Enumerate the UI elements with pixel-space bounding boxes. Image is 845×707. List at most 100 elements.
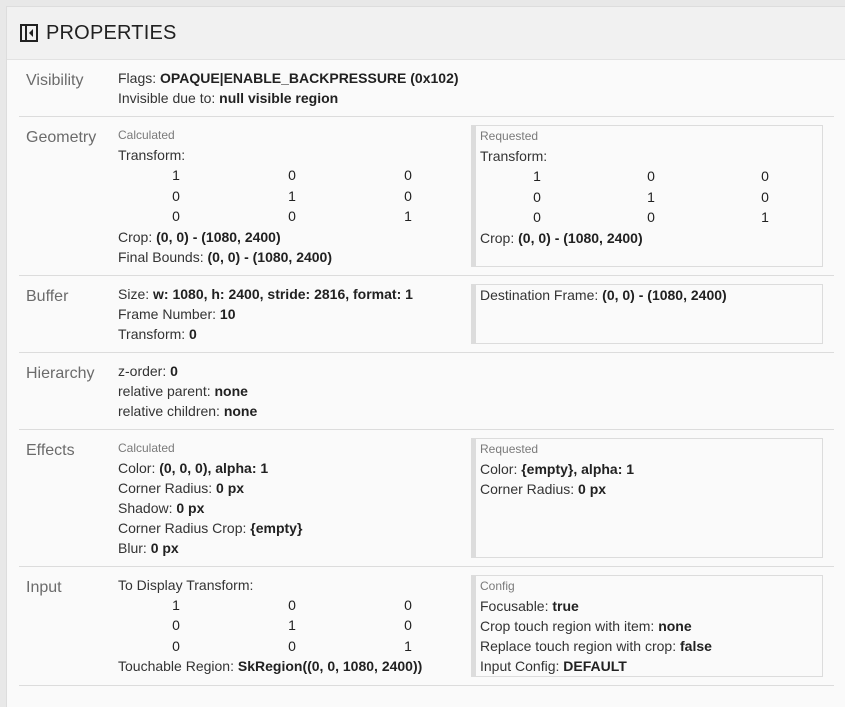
property-key: Corner Radius Crop: xyxy=(118,519,251,536)
property-value: 0 px xyxy=(216,479,245,496)
property-key: Destination Frame: xyxy=(480,286,603,303)
matrix-cell: 0 xyxy=(172,208,180,224)
matrix-row: 0 1 0 xyxy=(118,186,471,207)
property-line: Frame Number: 10 xyxy=(118,304,471,324)
section-input-card: Config Focusable: true Crop touch region w… xyxy=(471,574,823,677)
property-line: relative parent: none xyxy=(118,381,471,401)
property-line: Crop touch region with item: none xyxy=(480,616,822,636)
property-value: false xyxy=(680,637,712,654)
panel-title: PROPERTIES xyxy=(46,21,177,44)
section-label: Effects xyxy=(26,441,75,459)
property-line: Destination Frame: (0, 0) - (1080, 2400) xyxy=(480,285,822,305)
matrix-cell: 0 xyxy=(172,187,180,204)
property-value: true xyxy=(552,597,579,614)
property-line: To Display Transform: xyxy=(118,575,471,595)
property-key: Transform: xyxy=(480,148,548,164)
property-key: Transform: xyxy=(118,325,190,342)
property-value: null visible region xyxy=(219,90,339,106)
matrix-cell: 1 xyxy=(761,209,769,225)
matrix-cell: 1 xyxy=(533,168,541,184)
property-value: SkRegion((0, 0, 1080, 2400)) xyxy=(237,658,423,674)
block-title: Calculated xyxy=(118,440,175,455)
matrix-row: 0 0 1 xyxy=(118,636,471,657)
section-label: Hierarchy xyxy=(26,364,95,382)
property-line: Final Bounds: (0, 0) - (1080, 2400) xyxy=(118,247,471,267)
property-line: Crop: (0, 0) - (1080, 2400) xyxy=(118,227,471,247)
property-value: OPAQUE|ENABLE_BACKPRESSURE (0x102) xyxy=(160,70,459,86)
matrix-cell: 1 xyxy=(288,187,296,204)
matrix-cell: 0 xyxy=(288,208,296,224)
property-key: Color: xyxy=(480,460,522,477)
property-key: Focusable: xyxy=(480,597,553,614)
collapse-panel-icon[interactable] xyxy=(20,24,38,42)
matrix-cell: 1 xyxy=(288,617,296,633)
property-value: none xyxy=(658,617,692,634)
section-geometry: Geometry Calculated Transform: 1 0 0 0 1 0 0 0 1 Cro… xyxy=(19,117,834,276)
property-key: Invisible due to: xyxy=(118,90,220,106)
property-key: Transform: xyxy=(118,147,186,163)
matrix-cell: 1 xyxy=(404,637,412,654)
property-key: relative children: xyxy=(118,402,224,419)
property-line: Corner Radius Crop: {empty} xyxy=(118,518,471,538)
property-line: Focusable: true xyxy=(480,596,822,616)
section-label: Geometry xyxy=(26,129,97,146)
property-line: Touchable Region: SkRegion((0, 0, 1080, … xyxy=(118,656,471,676)
matrix-row: 0 0 1 xyxy=(118,206,471,227)
properties-sections: Visibility Flags: OPAQUE|ENABLE_BACKPRESS… xyxy=(19,60,834,686)
matrix-cell: 0 xyxy=(172,617,180,633)
section-label: Visibility xyxy=(26,72,84,89)
property-key: To Display Transform: xyxy=(118,576,254,593)
property-line: Size: w: 1080, h: 2400, stride: 2816, fo… xyxy=(118,284,471,304)
matrix-cell: 0 xyxy=(761,168,769,184)
property-value: 0 xyxy=(189,325,197,342)
section-hierarchy: Hierarchy z-order: 0 relative parent: none… xyxy=(19,353,834,430)
matrix-cell: 0 xyxy=(404,617,412,633)
property-line: Replace touch region with crop: false xyxy=(480,636,822,656)
property-value: DEFAULT xyxy=(563,657,627,674)
property-key: Blur: xyxy=(118,539,151,556)
matrix-cell: 0 xyxy=(533,209,541,225)
property-line: Transform: xyxy=(480,146,822,166)
property-line: Shadow: 0 px xyxy=(118,498,471,518)
property-line: z-order: 0 xyxy=(118,361,471,381)
block-title: Config xyxy=(480,578,515,593)
matrix-cell: 0 xyxy=(647,209,655,225)
property-key: z-order: xyxy=(118,362,171,379)
section-effects-card: Requested Color: {empty}, alpha: 1 Corner … xyxy=(471,437,823,558)
matrix-cell: 0 xyxy=(404,187,412,204)
property-key: relative parent: xyxy=(118,382,215,399)
property-value: {empty} xyxy=(250,519,303,536)
matrix-cell: 0 xyxy=(533,188,541,205)
section-buffer-left: Size: w: 1080, h: 2400, stride: 2816, fo… xyxy=(118,284,471,344)
property-value: (0, 0) - (1080, 2400) xyxy=(156,228,281,245)
property-value: (0, 0, 0), alpha: 1 xyxy=(159,459,269,476)
matrix-row: 0 1 0 xyxy=(480,187,822,208)
matrix-cell: 1 xyxy=(404,208,412,224)
property-key: Color: xyxy=(118,459,160,476)
matrix-cell: 0 xyxy=(647,168,655,184)
property-value: 0 px xyxy=(176,499,205,516)
property-key: Frame Number: xyxy=(118,305,220,322)
property-key: Size: xyxy=(118,285,154,302)
property-line: Flags: OPAQUE|ENABLE_BACKPRESSURE (0x102… xyxy=(118,68,471,88)
section-hierarchy-left: z-order: 0 relative parent: none relative … xyxy=(118,361,471,421)
property-line: Invisible due to: null visible region xyxy=(118,88,471,108)
matrix-cell: 0 xyxy=(172,637,180,654)
section-input-left: To Display Transform: 1 0 0 0 1 0 0 0 1 Touchable … xyxy=(118,575,471,677)
section-input: Input To Display Transform: 1 0 0 0 1 0 0 0 1 Touch… xyxy=(19,567,834,686)
matrix-cell: 0 xyxy=(288,596,296,613)
matrix-cell: 1 xyxy=(172,596,180,613)
property-line: Corner Radius: 0 px xyxy=(118,478,471,498)
matrix-row: 1 0 0 xyxy=(118,595,471,616)
property-value: w: 1080, h: 2400, stride: 2816, format: … xyxy=(153,285,413,302)
property-line: Color: {empty}, alpha: 1 xyxy=(480,459,822,479)
property-value: none xyxy=(223,402,258,419)
section-label: Buffer xyxy=(26,287,69,305)
property-line: Transform: xyxy=(118,145,471,165)
section-geometry-left: Calculated Transform: 1 0 0 0 1 0 0 0 1 Crop: (0, 0… xyxy=(118,125,471,267)
property-line: Corner Radius: 0 px xyxy=(480,479,822,499)
property-key: Replace touch region with crop: xyxy=(480,637,680,654)
matrix-row: 1 0 0 xyxy=(118,165,471,186)
property-value: (0, 0) - (1080, 2400) xyxy=(602,286,727,303)
property-key: Crop touch region with item: xyxy=(480,617,659,634)
